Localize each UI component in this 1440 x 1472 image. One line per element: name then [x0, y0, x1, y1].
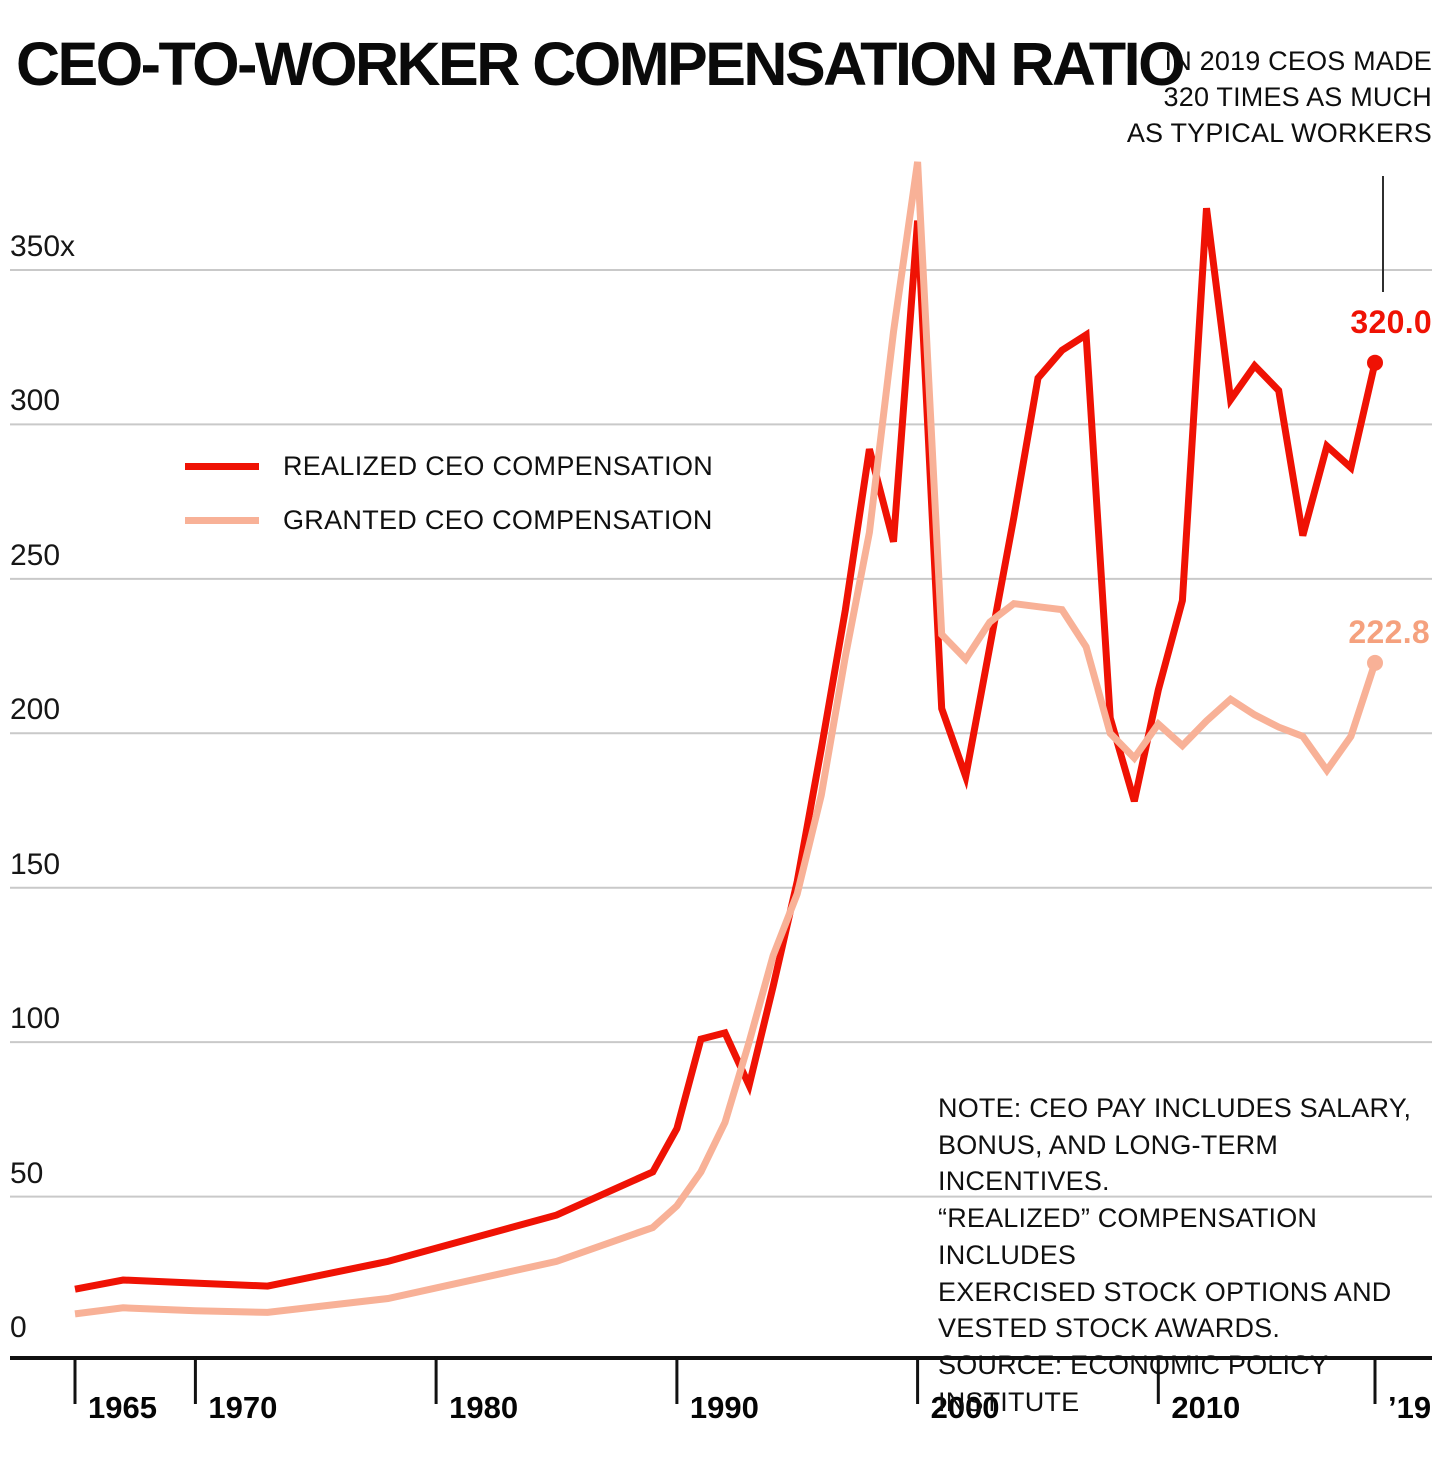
legend-item-granted: GRANTED CEO COMPENSATION [185, 501, 713, 539]
y-tick-label: 50 [10, 1156, 44, 1190]
x-tick-label: 1980 [449, 1390, 519, 1425]
x-tick-label: 1970 [208, 1390, 278, 1425]
annotation-2019-callout: IN 2019 CEOS MADE 320 TIMES AS MUCH AS T… [1126, 46, 1432, 148]
y-tick-label: 300 [10, 384, 61, 418]
legend: REALIZED CEO COMPENSATION GRANTED CEO CO… [185, 447, 713, 539]
legend-label-granted: GRANTED CEO COMPENSATION [283, 504, 713, 535]
x-tick-label: 2000 [930, 1390, 1000, 1425]
y-tick-label: 100 [10, 1002, 61, 1036]
x-tick-label: 1965 [88, 1390, 157, 1425]
y-tick-label: 200 [10, 693, 61, 727]
chart-title: CEO-TO-WORKER COMPENSATION RATIO [16, 30, 1186, 98]
note-and-source-text: NOTE: CEO PAY INCLUDES SALARY, BONUS, AN… [938, 1093, 1412, 1417]
y-tick-label: 0 [10, 1311, 27, 1344]
y-tick-label: 150 [10, 847, 61, 881]
realized-line-swatch [185, 462, 259, 470]
granted-line-swatch [185, 516, 259, 524]
legend-item-realized: REALIZED CEO COMPENSATION [185, 447, 713, 485]
end-label-granted: 222.8 [1348, 614, 1430, 650]
y-tick-label: 350x [10, 230, 76, 263]
x-tick-label: ’19 [1388, 1390, 1432, 1425]
end-label-realized: 320.0 [1350, 304, 1432, 340]
legend-label-realized: REALIZED CEO COMPENSATION [283, 450, 714, 481]
x-tick-label: 1990 [689, 1390, 759, 1425]
x-tick-label: 2010 [1171, 1390, 1241, 1425]
y-tick-label: 250 [10, 538, 61, 572]
annotation-connector-line [1382, 176, 1384, 292]
